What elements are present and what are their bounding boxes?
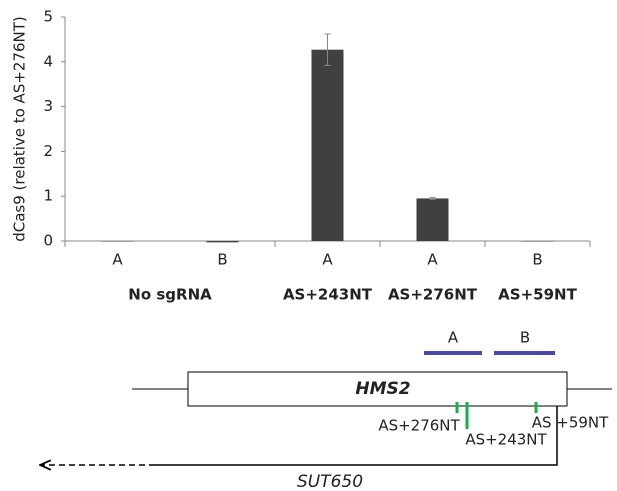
site-label: AS+276NT	[378, 417, 460, 435]
group-label: AS+59NT	[498, 286, 577, 304]
site-label: AS+243NT	[465, 431, 547, 449]
gene-label: HMS2	[355, 379, 410, 399]
diagram: HMS2 A B AS+276NT AS+243NT AS +59NT SUT6…	[40, 329, 612, 491]
y-tick-label: 5	[43, 8, 53, 26]
x-tick-label: B	[217, 251, 227, 269]
transcript-label: SUT650	[297, 472, 363, 491]
y-tick-label: 1	[43, 187, 53, 205]
site-label: AS +59NT	[532, 414, 609, 432]
y-tick-label: 0	[43, 232, 53, 250]
x-tick-label: A	[322, 251, 333, 269]
bar	[101, 241, 134, 242]
bar	[416, 198, 449, 241]
group-label: AS+276NT	[388, 286, 478, 304]
x-tick-label: B	[532, 251, 542, 269]
bar	[521, 241, 554, 242]
group-label: No sgRNA	[128, 286, 212, 304]
y-tick-label: 4	[43, 52, 53, 70]
transcript-line	[155, 406, 558, 466]
bar	[206, 241, 239, 243]
group-label: AS+243NT	[283, 286, 373, 304]
y-tick-label: 3	[43, 97, 53, 115]
y-tick-label: 2	[43, 142, 53, 160]
region-b-label: B	[520, 329, 530, 347]
x-tick-label: A	[427, 251, 438, 269]
region-a-label: A	[448, 329, 459, 347]
y-axis-label: dCas9 (relative to AS+276NT)	[11, 16, 29, 242]
x-tick-label: A	[112, 251, 123, 269]
gene-box	[187, 371, 568, 407]
bar	[311, 49, 344, 242]
